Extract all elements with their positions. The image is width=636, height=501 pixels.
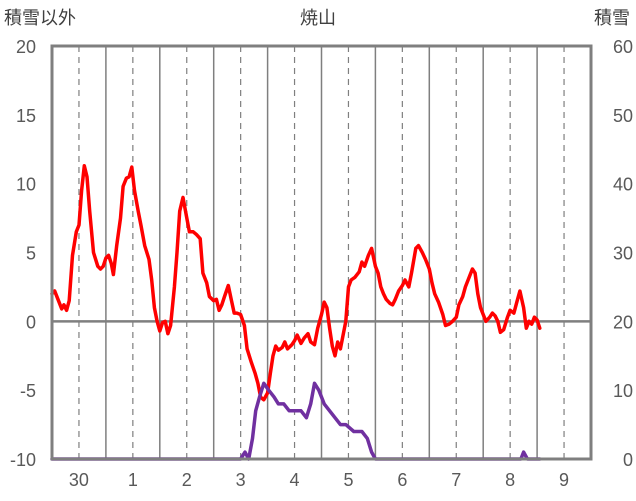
y-left-tick-label: 5 [26, 244, 36, 264]
y-left-tick-label: -10 [10, 450, 36, 470]
chart-title: 焼山 [300, 8, 336, 29]
x-tick-label: 1 [128, 470, 138, 490]
series-line-snow_depth [50, 381, 542, 461]
y-right-tick-label: 20 [613, 312, 633, 332]
x-tick-label: 4 [290, 470, 300, 490]
x-ticks: 30 1 2 3 4 5 6 7 8 9 [69, 470, 569, 490]
y-right-axis-label: 積雪 [594, 8, 630, 29]
x-tick-label: 9 [559, 470, 569, 490]
plot-frame [50, 44, 593, 461]
x-tick-label: 5 [343, 470, 353, 490]
y-left-ticks: 20 15 10 5 0 -5 -10 [10, 37, 36, 470]
y-right-tick-label: 40 [613, 175, 633, 195]
x-tick-label: 3 [236, 470, 246, 490]
y-right-tick-label: 50 [613, 106, 633, 126]
y-right-tick-label: 30 [613, 244, 633, 264]
series-line-temperature [50, 164, 542, 402]
y-right-ticks: 60 50 40 30 20 10 0 [613, 37, 633, 470]
y-right-tick-label: 10 [613, 381, 633, 401]
x-tick-label: 8 [505, 470, 515, 490]
x-tick-label: 6 [397, 470, 407, 490]
y-left-tick-label: 10 [16, 175, 36, 195]
y-right-tick-label: 60 [613, 37, 633, 57]
chart-series [50, 164, 542, 461]
y-left-tick-label: 15 [16, 106, 36, 126]
y-right-tick-label: 0 [623, 450, 633, 470]
y-left-tick-label: 0 [26, 312, 36, 332]
chart-grid [52, 46, 591, 459]
x-tick-label: 7 [451, 470, 461, 490]
y-left-axis-label: 積雪以外 [4, 8, 76, 29]
x-tick-label: 2 [182, 470, 192, 490]
y-left-tick-label: -5 [20, 381, 36, 401]
x-tick-label: 30 [69, 470, 89, 490]
y-left-tick-label: 20 [16, 37, 36, 57]
